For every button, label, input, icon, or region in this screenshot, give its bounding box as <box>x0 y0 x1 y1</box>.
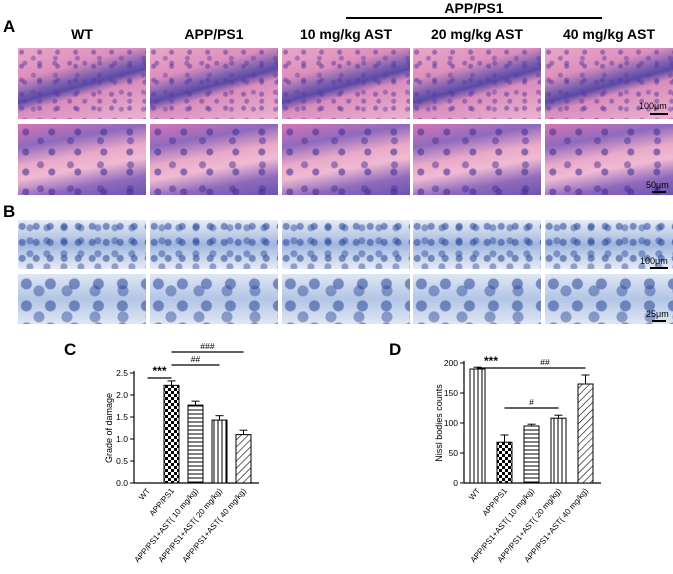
micrograph-b-20mg-high <box>413 274 541 324</box>
chart-d: 0 50 100 150 200 Nissl bodies counts WTAPP/PS1… <box>434 354 601 564</box>
micrograph-b-10mg-high <box>282 274 410 324</box>
micrograph-a-app-high <box>150 124 278 195</box>
micrograph-a-20mg-high <box>413 124 541 195</box>
micrograph-a-wt-high <box>18 124 146 195</box>
y-tick-label: 0.5 <box>116 456 128 466</box>
significance-label-1: ## <box>191 354 201 364</box>
bar-3 <box>211 419 228 484</box>
y-tick-label: 1.0 <box>116 434 128 444</box>
y-tick-label: 0.0 <box>116 478 128 488</box>
scale-label-a-bottom: 50μm <box>646 180 669 190</box>
y-tick-label: 2.0 <box>116 390 128 400</box>
scale-label-a-top: 100μm <box>639 101 667 111</box>
panel-label-c: C <box>64 340 77 359</box>
y-tick-label: 200 <box>444 358 458 368</box>
y-axis-label: Nissl bodies counts <box>434 384 444 462</box>
scale-label-b-bottom: 25μm <box>646 309 669 319</box>
bar-1 <box>496 441 513 484</box>
scale-bar-b-top <box>650 267 668 269</box>
significance-label-0: *** <box>484 354 498 368</box>
micrograph-a-40mg-high <box>545 124 673 195</box>
col-header-wt: WT <box>71 26 93 42</box>
panel-label-b: B <box>3 202 16 221</box>
significance-label-0: *** <box>152 364 166 378</box>
y-tick-label: 0 <box>453 478 458 488</box>
micrograph-b-10mg-low <box>282 220 410 269</box>
bar-4 <box>577 383 594 484</box>
category-label-0: WT <box>467 486 482 501</box>
col-header-10mg: 10 mg/kg AST <box>299 26 393 42</box>
y-axis-label: Grade of damage <box>104 393 114 463</box>
scale-bar-a-bottom <box>652 191 666 193</box>
y-tick-label: 150 <box>444 388 458 398</box>
panel-label-a: A <box>3 17 16 36</box>
bar-3 <box>550 417 567 484</box>
bar-2 <box>523 425 540 484</box>
scale-bar-b-bottom <box>652 320 666 322</box>
micrograph-b-40mg-high <box>545 274 673 324</box>
micrograph-b-40mg-low <box>545 220 673 269</box>
micrograph-a-app-low <box>150 48 278 119</box>
micrograph-a-10mg-high <box>282 124 410 195</box>
significance-label-1: # <box>529 397 534 407</box>
micrograph-b-app-low <box>150 220 278 269</box>
y-tick-label: 1.5 <box>116 412 128 422</box>
col-header-app-ps1: APP/PS1 <box>184 26 244 42</box>
micrograph-a-wt-low <box>18 48 146 119</box>
scale-label-b-top: 100μm <box>640 256 668 266</box>
micrograph-a-10mg-low <box>282 48 410 119</box>
scale-bar-a-top <box>650 113 668 115</box>
micrograph-b-20mg-low <box>413 220 541 269</box>
category-label-0: WT <box>137 486 152 501</box>
y-tick-label: 100 <box>444 418 458 428</box>
bar-0 <box>469 368 486 484</box>
micrograph-a-20mg-low <box>413 48 541 119</box>
significance-label-2: ## <box>540 357 550 367</box>
y-tick-label: 2.5 <box>116 368 128 378</box>
bar-4 <box>235 434 252 484</box>
micrograph-b-app-high <box>150 274 278 324</box>
bar-1 <box>163 384 180 484</box>
significance-label-2: ### <box>200 341 214 351</box>
col-header-20mg: 20 mg/kg AST <box>430 26 524 42</box>
col-header-40mg: 40 mg/kg AST <box>562 26 656 42</box>
group-header: APP/PS1 <box>444 0 504 16</box>
bar-2 <box>187 404 204 484</box>
group-header-line <box>346 17 602 19</box>
micrograph-a-40mg-low <box>545 48 673 119</box>
micrograph-b-wt-low <box>18 220 146 269</box>
panel-label-d: D <box>389 340 402 359</box>
y-tick-label: 50 <box>449 448 459 458</box>
category-label-1: APP/PS1 <box>481 486 510 518</box>
micrograph-b-wt-high <box>18 274 146 324</box>
